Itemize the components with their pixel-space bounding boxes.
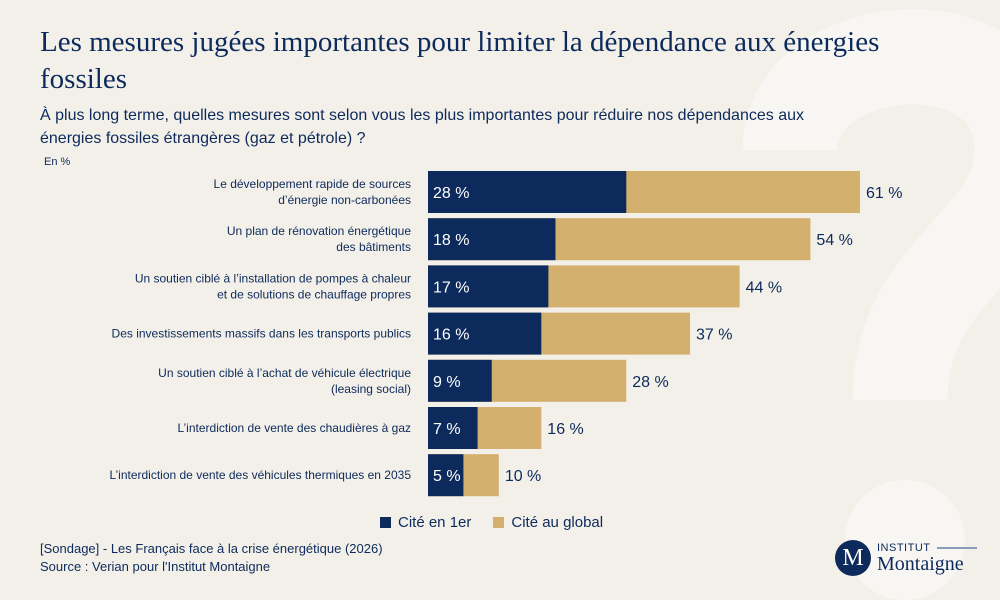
label-global: 16 % (547, 421, 583, 438)
label-global: 10 % (505, 468, 541, 485)
category-label: Un soutien ciblé à l’installation de pom… (135, 271, 411, 285)
label-global: 61 % (866, 185, 902, 202)
chart-title: Les mesures jugées importantes pour limi… (40, 26, 880, 95)
institut-montaigne-logo: M INSTITUT Montaigne (835, 540, 977, 576)
legend-label: Cité au global (511, 514, 604, 531)
label-first: 5 % (433, 468, 461, 485)
chart-subtitle: À plus long terme, quelles mesures sont … (40, 107, 804, 147)
label-first: 18 % (433, 232, 469, 249)
legend-label: Cité en 1er (398, 514, 472, 531)
footer: [Sondage] - Les Français face à la crise… (40, 540, 383, 576)
category-label: L’interdiction de vente des véhicules th… (109, 468, 411, 482)
footer-survey: [Sondage] - Les Français face à la crise… (40, 541, 383, 556)
footer-source: Source : Verian pour l'Institut Montaign… (40, 559, 271, 574)
label-first: 28 % (433, 185, 469, 202)
legend-item-global: Cité au global (493, 514, 603, 531)
legend: Cité en 1er Cité au global (380, 514, 603, 531)
category-label: Le développement rapide de sources (214, 177, 411, 191)
bar-first (428, 454, 464, 497)
label-first: 17 % (433, 279, 469, 296)
question-mark-curve (742, 9, 1000, 403)
label-first: 7 % (433, 421, 461, 438)
category-label: des bâtiments (336, 240, 411, 254)
label-global: 44 % (746, 279, 782, 296)
bar-first (428, 312, 542, 355)
label-global: 54 % (816, 232, 852, 249)
category-label: Des investissements massifs dans les tra… (112, 327, 411, 341)
unit-label: En % (44, 156, 71, 168)
category-label: Un plan de rénovation énergétique (227, 224, 411, 238)
bar-first (428, 218, 556, 261)
legend-swatch (493, 517, 505, 528)
label-first: 16 % (433, 327, 469, 344)
logo-name: Montaigne (877, 553, 964, 575)
bar-first (428, 359, 492, 402)
legend-item-first: Cité en 1er (380, 514, 471, 531)
category-label: L’interdiction de vente des chaudières à… (178, 421, 412, 435)
category-label: Un soutien ciblé à l’achat de véhicule é… (158, 366, 411, 380)
bar-first (428, 265, 549, 308)
bar-first (428, 171, 627, 213)
label-global: 37 % (696, 327, 732, 344)
logo-top: INSTITUT (877, 542, 977, 554)
category-label: (leasing social) (331, 382, 411, 396)
label-first: 9 % (433, 374, 461, 391)
logo-mark: M (835, 540, 871, 576)
category-label: d’énergie non-carbonées (278, 193, 411, 207)
bar-first (428, 407, 478, 449)
question-mark-dot (845, 480, 965, 600)
category-label: et de solutions de chauffage propres (217, 287, 411, 301)
label-global: 28 % (632, 374, 668, 391)
legend-swatch (380, 517, 391, 528)
